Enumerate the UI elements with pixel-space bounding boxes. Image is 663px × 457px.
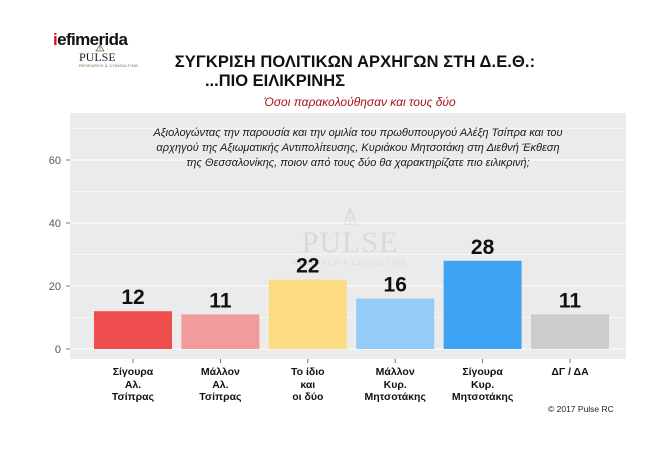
watermark-text: PULSE: [301, 226, 399, 259]
x-tick-label-line: οι δύο: [292, 391, 324, 403]
copyright-note: © 2017 Pulse RC: [548, 404, 614, 414]
survey-question: Αξιολογώντας την παρουσία και την ομιλία…: [108, 126, 608, 171]
x-tick-label: Μάλλον Κυρ. Μητσοτάκης: [350, 366, 440, 404]
chart-title-line2: ...ΠΙΟ ΕΙΛΙΚΡΙΝΗΣ: [204, 72, 346, 90]
chart-subtitle: Όσοι παρακολούθησαν και τους δύο: [264, 95, 456, 109]
x-tick-label: ΔΓ / ΔΑ: [525, 366, 615, 379]
x-tick-label-line: Σίγουρα: [112, 366, 154, 378]
bar-value-label: 11: [559, 289, 582, 312]
x-tick-label: Σίγουρα Κυρ. Μητσοτάκης: [438, 366, 528, 404]
x-tick-label: Το ίδιο και οι δύο: [263, 366, 353, 404]
x-tick-label-line: Το ίδιο: [291, 366, 325, 378]
y-tick-label: 60: [49, 155, 61, 167]
pulse-wordmark: PULSE: [79, 50, 116, 64]
survey-question-line2: αρχηγού της Αξιωματικής Αντιπολίτευσης, …: [156, 142, 560, 154]
iefimerida-pulse-logo: iefimerida PULSE RESEARCH & CONSULTING: [53, 30, 138, 75]
bar-value-label: 28: [471, 236, 495, 259]
bar-value-label: 22: [296, 255, 319, 278]
watermark-subtext: RESEARCH & CONSULTING: [293, 260, 407, 267]
x-tick-label-line: Σίγουρα: [462, 366, 503, 378]
bar: [181, 314, 260, 349]
bar: [268, 279, 347, 349]
x-tick-label-line: ΔΓ / ΔΑ: [551, 366, 589, 378]
x-tick-label-line: και: [300, 378, 316, 391]
survey-question-line1: Αξιολογώντας την παρουσία και την ομιλία…: [153, 127, 563, 139]
x-tick-label: Σίγουρα Αλ. Τσίπρας: [88, 366, 178, 404]
bar-value-label: 12: [121, 286, 144, 309]
bar: [443, 260, 522, 349]
x-tick-label-line: Μάλλον: [375, 366, 415, 378]
x-tick-label-line: Μάλλον: [200, 366, 240, 378]
bar-value-label: 11: [209, 289, 232, 312]
pulse-seal-icon: [95, 44, 105, 52]
x-tick-label-line: Αλ.: [212, 378, 229, 391]
bar: [531, 314, 609, 349]
survey-question-line3: της Θεσσαλονίκης, ποιον από τους δύο θα …: [186, 157, 530, 169]
x-tick-label-line: Τσίπρας: [111, 391, 155, 403]
pulse-watermark: PULSE RESEARCH & CONSULTING: [290, 206, 410, 276]
iefimerida-wordmark: iefimerida: [53, 30, 128, 49]
x-tick-label-line: Τσίπρας: [199, 391, 242, 403]
x-tick-label-line: Αλ.: [124, 378, 142, 391]
x-tick-label-line: Κυρ.: [471, 378, 495, 391]
x-tick-label-line: Μητσοτάκης: [451, 391, 514, 403]
watermark-seal-icon: [343, 206, 357, 225]
pulse-tagline: RESEARCH & CONSULTING: [79, 63, 139, 68]
x-tick-label-line: Μητσοτάκης: [364, 391, 426, 403]
y-tick-label: 40: [49, 218, 61, 230]
bar: [94, 311, 172, 349]
y-tick-label: 20: [49, 281, 61, 293]
y-tick-label: 0: [55, 344, 61, 356]
bar: [356, 298, 435, 349]
chart-title-line1: ΣΥΓΚΡΙΣΗ ΠΟΛΙΤΙΚΩΝ ΑΡΧΗΓΩΝ ΣΤΗ Δ.Ε.Θ.:: [174, 53, 536, 71]
x-tick-label: Μάλλον Αλ. Τσίπρας: [175, 366, 265, 404]
bar-value-label: 16: [384, 274, 407, 297]
x-tick-label-line: Κυρ.: [383, 378, 407, 391]
